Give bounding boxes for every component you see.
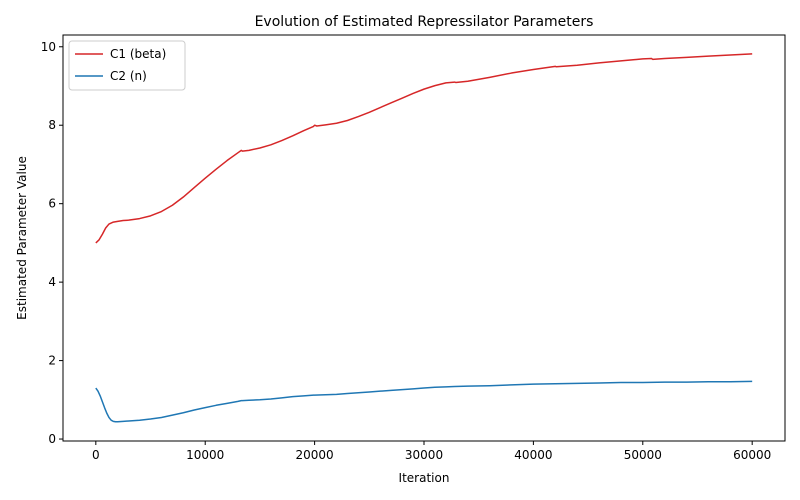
y-tick-label: 2 [48, 354, 56, 368]
x-tick-label: 10000 [186, 448, 224, 462]
series-line-c2-n [95, 380, 753, 423]
plot-area: 0 10000 20000 30000 40000 50000 60000 0 2 4 6 8 10 [41, 34, 786, 462]
x-axis-label: Iteration [399, 471, 450, 485]
y-tick-label: 10 [41, 40, 56, 54]
chart-title: Evolution of Estimated Repressilator Par… [255, 14, 594, 30]
y-tick-label: 0 [48, 432, 56, 446]
x-tick-label: 20000 [296, 448, 334, 462]
y-axis-ticks: 0 2 4 6 8 10 [41, 40, 63, 446]
legend: C1 (beta) C2 (n) [68, 40, 186, 91]
x-tick-label: 60000 [733, 448, 771, 462]
series-layer [95, 53, 753, 423]
x-tick-label: 0 [92, 448, 100, 462]
series-line-c1-beta [95, 53, 753, 244]
x-axis-ticks: 0 10000 20000 30000 40000 50000 60000 [92, 441, 771, 462]
x-tick-label: 30000 [405, 448, 443, 462]
y-tick-label: 6 [48, 197, 56, 211]
y-tick-label: 8 [48, 118, 56, 132]
legend-label-c1-beta: C1 (beta) [110, 47, 166, 61]
x-tick-label: 50000 [624, 448, 662, 462]
y-axis-label: Estimated Parameter Value [15, 156, 29, 320]
y-tick-label: 4 [48, 275, 56, 289]
legend-label-c2-n: C2 (n) [110, 69, 147, 83]
x-tick-label: 40000 [514, 448, 552, 462]
